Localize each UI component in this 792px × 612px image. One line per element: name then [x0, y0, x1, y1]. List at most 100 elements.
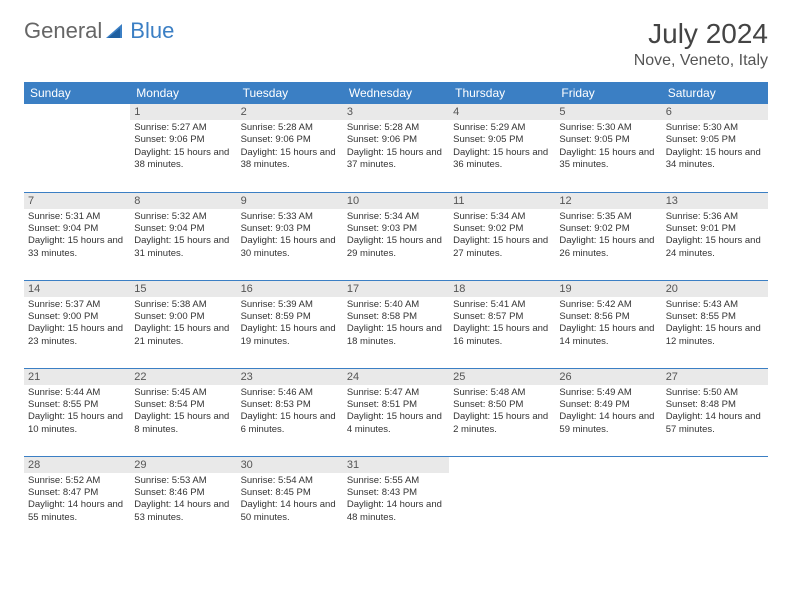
brand-part2: Blue: [130, 18, 174, 44]
day-number: 16: [237, 281, 343, 297]
day-number: 5: [555, 104, 661, 120]
day-info: Sunrise: 5:31 AMSunset: 9:04 PMDaylight:…: [28, 211, 126, 260]
calendar-cell: 5 Sunrise: 5:30 AMSunset: 9:05 PMDaylight…: [555, 104, 661, 192]
day-info: Sunrise: 5:32 AMSunset: 9:04 PMDaylight:…: [134, 211, 232, 260]
calendar-cell: 16Sunrise: 5:39 AMSunset: 8:59 PMDayligh…: [237, 280, 343, 368]
calendar-cell: 21 Sunrise: 5:44 AMSunset: 8:55 PMDayligh…: [24, 368, 130, 456]
day-info: Sunrise: 5:35 AMSunset: 9:02 PMDaylight:…: [559, 211, 657, 260]
weekday-header: Thursday: [449, 82, 555, 104]
flag-icon: [106, 22, 126, 40]
calendar-cell: 3 Sunrise: 5:28 AMSunset: 9:06 PMDaylight…: [343, 104, 449, 192]
day-number: 1: [130, 104, 236, 120]
day-info: Sunrise: 5:36 AMSunset: 9:01 PMDaylight:…: [666, 211, 764, 260]
day-number: 11: [449, 193, 555, 209]
day-info: Sunrise: 5:52 AMSunset: 8:47 PMDaylight:…: [28, 475, 126, 524]
day-number: 22: [130, 369, 236, 385]
day-number: 14: [24, 281, 130, 297]
calendar-cell: 12 Sunrise: 5:35 AMSunset: 9:02 PMDayligh…: [555, 192, 661, 280]
day-info: Sunrise: 5:33 AMSunset: 9:03 PMDaylight:…: [241, 211, 339, 260]
day-number: 7: [24, 193, 130, 209]
day-number: 6: [662, 104, 768, 120]
weekday-header: Friday: [555, 82, 661, 104]
calendar-cell: 30 Sunrise: 5:54 AMSunset: 8:45 PMDayligh…: [237, 456, 343, 544]
day-info: Sunrise: 5:40 AMSunset: 8:58 PMDaylight:…: [347, 299, 445, 348]
day-info: Sunrise: 5:37 AMSunset: 9:00 PMDaylight:…: [28, 299, 126, 348]
day-info: Sunrise: 5:46 AMSunset: 8:53 PMDaylight:…: [241, 387, 339, 436]
calendar-cell: 27 Sunrise: 5:50 AMSunset: 8:48 PMDayligh…: [662, 368, 768, 456]
day-number: 3: [343, 104, 449, 120]
day-number: 2: [237, 104, 343, 120]
day-info: Sunrise: 5:48 AMSunset: 8:50 PMDaylight:…: [453, 387, 551, 436]
title-block: July 2024 Nove, Veneto, Italy: [634, 18, 768, 70]
day-info: Sunrise: 5:34 AMSunset: 9:02 PMDaylight:…: [453, 211, 551, 260]
day-info: Sunrise: 5:43 AMSunset: 8:55 PMDaylight:…: [666, 299, 764, 348]
day-info: Sunrise: 5:53 AMSunset: 8:46 PMDaylight:…: [134, 475, 232, 524]
weekday-header: Wednesday: [343, 82, 449, 104]
calendar-cell: 28 Sunrise: 5:52 AMSunset: 8:47 PMDayligh…: [24, 456, 130, 544]
calendar-cell: 24Sunrise: 5:47 AMSunset: 8:51 PMDayligh…: [343, 368, 449, 456]
day-info: Sunrise: 5:28 AMSunset: 9:06 PMDaylight:…: [347, 122, 445, 171]
day-number: 12: [555, 193, 661, 209]
day-info: Sunrise: 5:44 AMSunset: 8:55 PMDaylight:…: [28, 387, 126, 436]
day-info: Sunrise: 5:54 AMSunset: 8:45 PMDaylight:…: [241, 475, 339, 524]
calendar-cell: 10 Sunrise: 5:34 AMSunset: 9:03 PMDayligh…: [343, 192, 449, 280]
calendar-cell: 31 Sunrise: 5:55 AMSunset: 8:43 PMDayligh…: [343, 456, 449, 544]
calendar-header-row: SundayMondayTuesdayWednesdayThursdayFrid…: [24, 82, 768, 104]
weekday-header: Saturday: [662, 82, 768, 104]
day-number: 27: [662, 369, 768, 385]
brand-part1: General: [24, 18, 102, 44]
day-number: 30: [237, 457, 343, 473]
calendar-cell: 13 Sunrise: 5:36 AMSunset: 9:01 PMDayligh…: [662, 192, 768, 280]
calendar-cell: 25Sunrise: 5:48 AMSunset: 8:50 PMDayligh…: [449, 368, 555, 456]
calendar-cell: [449, 456, 555, 544]
day-number: 10: [343, 193, 449, 209]
weekday-header: Tuesday: [237, 82, 343, 104]
calendar-cell: 9 Sunrise: 5:33 AMSunset: 9:03 PMDaylight…: [237, 192, 343, 280]
day-info: Sunrise: 5:42 AMSunset: 8:56 PMDaylight:…: [559, 299, 657, 348]
calendar-table: SundayMondayTuesdayWednesdayThursdayFrid…: [24, 82, 768, 544]
day-number: 8: [130, 193, 236, 209]
calendar-cell: 15 Sunrise: 5:38 AMSunset: 9:00 PMDayligh…: [130, 280, 236, 368]
day-number: 21: [24, 369, 130, 385]
day-number: 29: [130, 457, 236, 473]
day-number: 23: [237, 369, 343, 385]
day-info: Sunrise: 5:41 AMSunset: 8:57 PMDaylight:…: [453, 299, 551, 348]
calendar-cell: 19 Sunrise: 5:42 AMSunset: 8:56 PMDayligh…: [555, 280, 661, 368]
day-info: Sunrise: 5:55 AMSunset: 8:43 PMDaylight:…: [347, 475, 445, 524]
calendar-cell: 11 Sunrise: 5:34 AMSunset: 9:02 PMDayligh…: [449, 192, 555, 280]
day-info: Sunrise: 5:50 AMSunset: 8:48 PMDaylight:…: [666, 387, 764, 436]
day-info: Sunrise: 5:29 AMSunset: 9:05 PMDaylight:…: [453, 122, 551, 171]
calendar-cell: [24, 104, 130, 192]
day-number: 31: [343, 457, 449, 473]
month-title: July 2024: [634, 18, 768, 50]
calendar-cell: 8 Sunrise: 5:32 AMSunset: 9:04 PMDaylight…: [130, 192, 236, 280]
calendar-cell: 6 Sunrise: 5:30 AMSunset: 9:05 PMDaylight…: [662, 104, 768, 192]
day-number: 26: [555, 369, 661, 385]
day-info: Sunrise: 5:38 AMSunset: 9:00 PMDaylight:…: [134, 299, 232, 348]
page-header: General Blue July 2024 Nove, Veneto, Ita…: [24, 18, 768, 70]
calendar-cell: 23 Sunrise: 5:46 AMSunset: 8:53 PMDayligh…: [237, 368, 343, 456]
calendar-cell: 26 Sunrise: 5:49 AMSunset: 8:49 PMDayligh…: [555, 368, 661, 456]
day-number: 19: [555, 281, 661, 297]
calendar-cell: 2 Sunrise: 5:28 AMSunset: 9:06 PMDaylight…: [237, 104, 343, 192]
day-number: 18: [449, 281, 555, 297]
day-number: 28: [24, 457, 130, 473]
calendar-cell: 17Sunrise: 5:40 AMSunset: 8:58 PMDayligh…: [343, 280, 449, 368]
day-info: Sunrise: 5:27 AMSunset: 9:06 PMDaylight:…: [134, 122, 232, 171]
day-number: 9: [237, 193, 343, 209]
day-info: Sunrise: 5:28 AMSunset: 9:06 PMDaylight:…: [241, 122, 339, 171]
calendar-cell: 7 Sunrise: 5:31 AMSunset: 9:04 PMDaylight…: [24, 192, 130, 280]
calendar-cell: 20Sunrise: 5:43 AMSunset: 8:55 PMDayligh…: [662, 280, 768, 368]
day-number: 13: [662, 193, 768, 209]
day-info: Sunrise: 5:30 AMSunset: 9:05 PMDaylight:…: [559, 122, 657, 171]
calendar-cell: 18 Sunrise: 5:41 AMSunset: 8:57 PMDayligh…: [449, 280, 555, 368]
day-info: Sunrise: 5:34 AMSunset: 9:03 PMDaylight:…: [347, 211, 445, 260]
day-info: Sunrise: 5:49 AMSunset: 8:49 PMDaylight:…: [559, 387, 657, 436]
weekday-header: Monday: [130, 82, 236, 104]
day-number: 4: [449, 104, 555, 120]
calendar-cell: 22Sunrise: 5:45 AMSunset: 8:54 PMDayligh…: [130, 368, 236, 456]
day-info: Sunrise: 5:30 AMSunset: 9:05 PMDaylight:…: [666, 122, 764, 171]
weekday-header: Sunday: [24, 82, 130, 104]
day-number: 15: [130, 281, 236, 297]
day-info: Sunrise: 5:47 AMSunset: 8:51 PMDaylight:…: [347, 387, 445, 436]
